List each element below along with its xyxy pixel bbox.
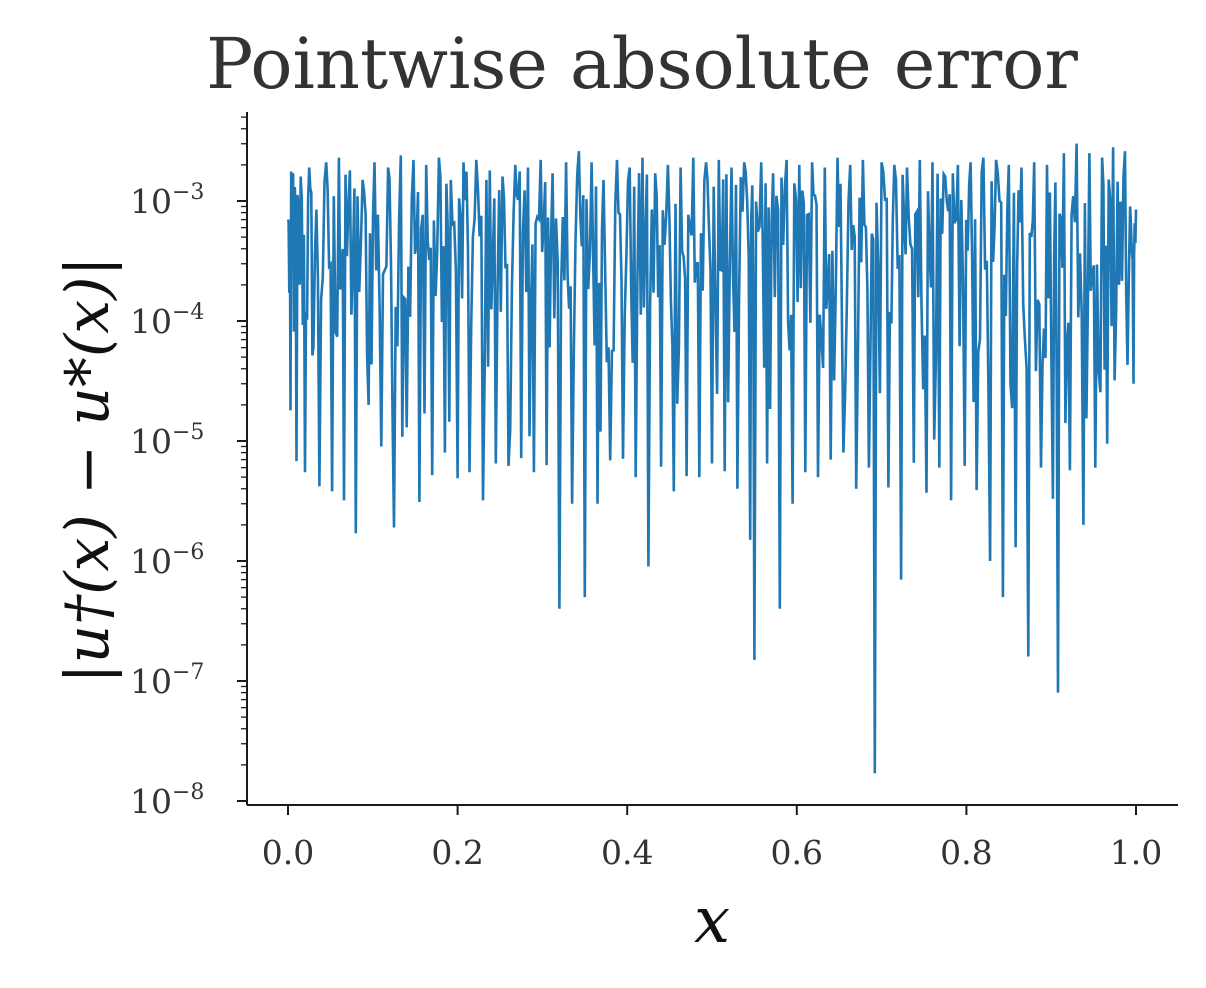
x-tick-label: 0.6 (771, 833, 823, 872)
y-tick-label: 10−7 (130, 660, 204, 701)
y-tick-label: 10−3 (130, 180, 204, 221)
chart-title: Pointwise absolute error (206, 23, 1078, 105)
x-tick-label: 0.8 (940, 833, 992, 872)
y-tick-label: 10−4 (130, 300, 204, 341)
y-tick-label: 10−5 (130, 420, 204, 461)
error-series-line (286, 143, 1138, 774)
y-tick-label: 10−8 (130, 780, 204, 821)
x-ticks: 0.0 0.2 0.4 0.6 0.8 1.0 (262, 805, 1162, 872)
x-tick-label: 1.0 (1110, 833, 1162, 872)
x-tick-label: 0.0 (262, 833, 314, 872)
y-ticks: 10−3 10−4 10−5 10−6 10−7 10−8 (130, 180, 247, 821)
x-tick-label: 0.2 (431, 833, 483, 872)
x-axis-label: x (694, 884, 730, 958)
y-minor-ticks (241, 116, 247, 766)
y-tick-label: 10−6 (130, 540, 204, 581)
plot-area (286, 143, 1138, 774)
x-tick-label: 0.4 (601, 833, 653, 872)
y-axis-label: |u†(x) − u*(x)| (53, 256, 123, 683)
